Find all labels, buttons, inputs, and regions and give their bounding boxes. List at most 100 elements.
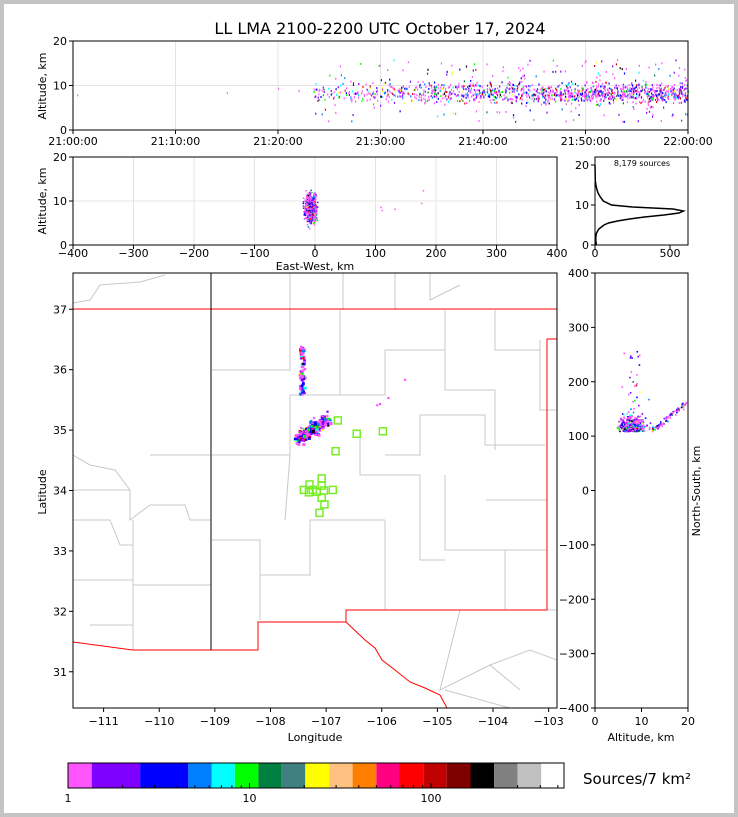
source-point <box>493 96 495 99</box>
source-point <box>472 83 474 86</box>
source-point <box>321 417 324 420</box>
source-point <box>426 100 428 103</box>
source-point <box>403 101 405 104</box>
source-point <box>447 86 449 89</box>
source-point <box>626 101 628 104</box>
source-point <box>307 201 309 204</box>
source-point <box>305 217 308 220</box>
map-x-tick-label: −107 <box>311 715 341 728</box>
source-point <box>316 88 318 91</box>
source-point <box>369 85 371 88</box>
source-point <box>412 93 414 95</box>
source-point <box>484 91 486 94</box>
source-point <box>640 90 642 93</box>
ew-height-x-tick-label: 300 <box>486 247 507 260</box>
colorbar-tick-label: 10 <box>243 792 257 805</box>
source-point <box>644 92 646 95</box>
source-point <box>590 86 592 89</box>
source-point <box>561 82 563 85</box>
source-point <box>308 201 310 203</box>
source-point <box>645 81 647 83</box>
source-point <box>314 196 316 199</box>
source-point <box>303 392 306 395</box>
source-point <box>596 89 598 92</box>
source-point <box>632 429 635 432</box>
source-point <box>489 94 491 97</box>
source-point <box>486 88 488 90</box>
source-point <box>613 101 615 104</box>
source-point <box>422 94 424 96</box>
source-point <box>420 99 422 101</box>
source-point <box>397 89 399 92</box>
source-point <box>665 85 667 88</box>
source-point <box>376 93 378 96</box>
source-point <box>313 206 316 208</box>
source-point <box>484 93 487 96</box>
source-point <box>649 422 652 424</box>
source-point <box>446 98 448 101</box>
source-point <box>635 422 637 424</box>
map-x-tick-label: −109 <box>200 715 230 728</box>
source-point <box>310 222 312 224</box>
source-point <box>630 426 633 429</box>
source-point <box>383 92 386 95</box>
map-y-tick-label: 31 <box>53 666 67 679</box>
source-point <box>398 95 401 98</box>
source-point <box>617 93 619 96</box>
source-point <box>278 87 280 90</box>
source-point <box>308 433 312 437</box>
source-point <box>440 90 442 93</box>
source-point <box>302 429 305 433</box>
source-point <box>599 105 601 107</box>
source-point <box>440 95 442 98</box>
source-point <box>674 414 677 416</box>
colorbar-tick-label: 1 <box>65 792 72 805</box>
source-point <box>483 96 485 99</box>
source-point <box>638 86 640 89</box>
source-point <box>592 93 594 96</box>
source-point <box>607 87 609 90</box>
source-point <box>474 93 476 96</box>
source-point <box>509 82 511 84</box>
source-point <box>315 212 318 214</box>
source-point <box>309 214 311 216</box>
source-point <box>686 84 688 87</box>
source-point <box>542 88 544 91</box>
source-point <box>443 84 445 87</box>
source-point <box>482 93 484 96</box>
source-point <box>437 97 439 100</box>
source-point <box>627 97 629 100</box>
source-point <box>529 96 531 99</box>
source-point <box>543 94 545 96</box>
source-point <box>345 92 347 95</box>
source-point <box>332 97 335 100</box>
source-point <box>628 423 631 425</box>
source-point <box>362 85 364 88</box>
source-point <box>516 89 518 92</box>
source-point <box>618 113 620 116</box>
source-point <box>473 99 475 102</box>
source-point <box>678 91 680 94</box>
source-point <box>675 59 677 62</box>
source-point <box>379 64 381 67</box>
source-point <box>310 215 312 218</box>
source-point <box>386 95 388 98</box>
source-point <box>641 428 644 430</box>
source-point <box>622 420 625 423</box>
source-point <box>373 96 375 99</box>
source-point <box>591 90 593 93</box>
source-point <box>428 98 430 101</box>
source-point <box>300 365 303 368</box>
source-point <box>599 89 601 92</box>
source-point <box>505 111 507 113</box>
source-point <box>418 95 420 98</box>
source-point <box>596 103 598 106</box>
source-point <box>628 419 631 422</box>
source-point <box>571 98 573 101</box>
source-point <box>595 91 597 94</box>
source-point <box>637 421 639 423</box>
source-point <box>597 83 599 86</box>
source-point <box>304 376 307 379</box>
source-point <box>629 392 632 394</box>
source-point <box>635 90 637 93</box>
